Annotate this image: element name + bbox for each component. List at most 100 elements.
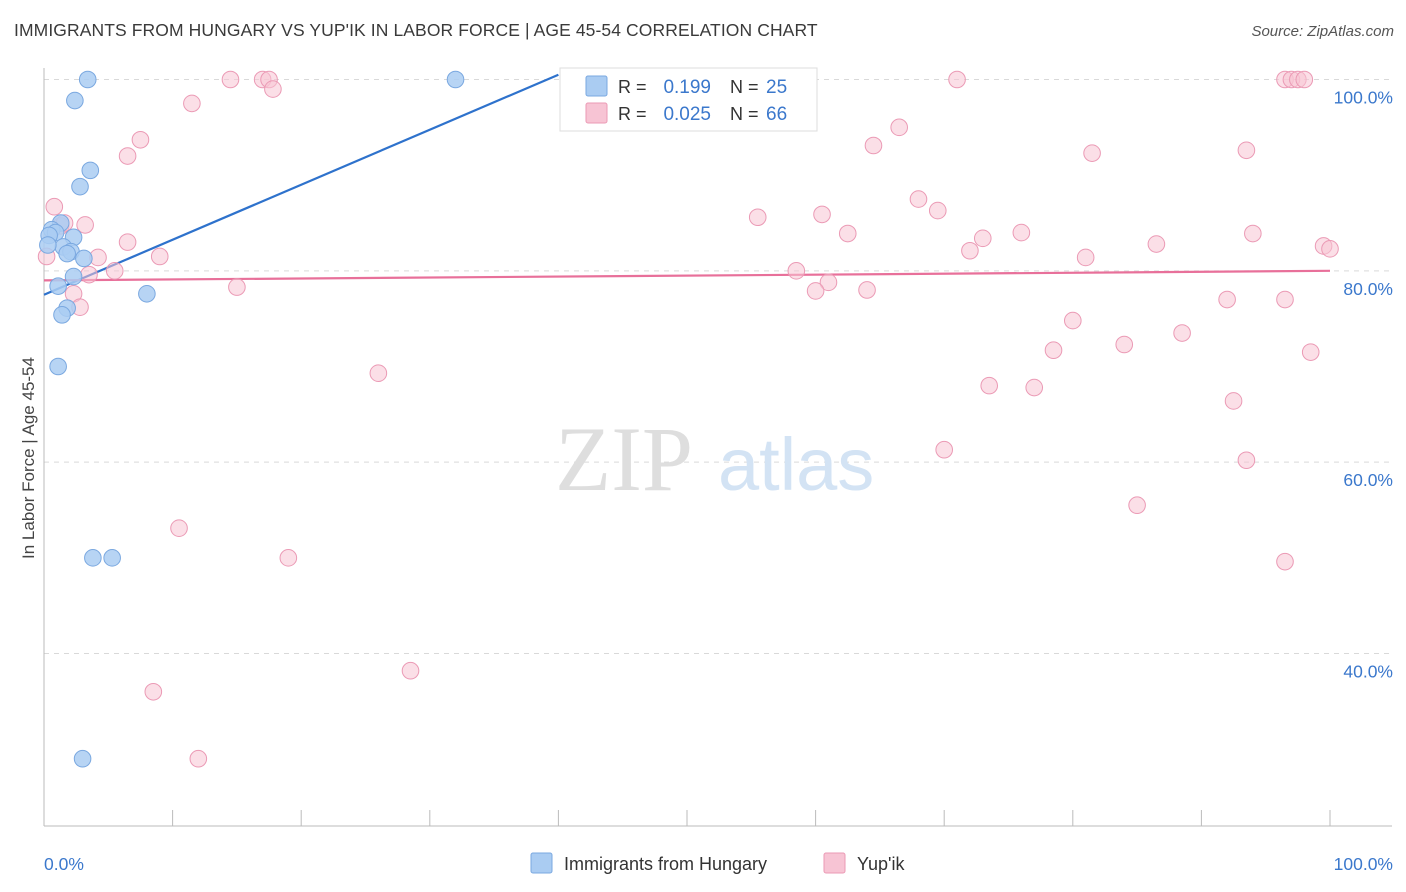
data-point-pink	[221, 70, 240, 89]
legend-r-label: R =	[618, 77, 647, 97]
data-point-pink	[748, 208, 767, 227]
data-point-pink	[935, 440, 954, 459]
data-point-pink	[228, 278, 246, 296]
grid-lines	[44, 79, 1392, 654]
bottom-legend-label: Yup'ik	[857, 854, 905, 874]
data-point-pink	[1237, 141, 1256, 160]
bottom-legend-swatch-blue	[530, 852, 553, 874]
data-point-pink	[948, 70, 966, 89]
trend-line-pink	[43, 269, 1331, 282]
trend-lines	[43, 73, 1331, 296]
data-point-pink	[183, 94, 201, 113]
data-point-blue	[58, 244, 76, 263]
data-point-pink	[1083, 144, 1101, 162]
data-point-blue	[49, 277, 67, 295]
data-point-pink	[45, 197, 64, 216]
y-tick-label: 60.0%	[1343, 470, 1393, 490]
data-point-pink	[928, 201, 947, 220]
data-point-blue	[49, 357, 67, 376]
data-point-pink	[961, 241, 979, 260]
legend-n-value: 25	[766, 77, 787, 98]
data-point-pink	[279, 549, 298, 567]
legend-swatch-blue	[585, 75, 608, 97]
data-point-pink	[105, 262, 124, 280]
data-point-pink	[806, 282, 825, 300]
bottom-legend-label: Immigrants from Hungary	[564, 854, 767, 874]
legend-n-label: N =	[730, 104, 759, 124]
data-point-pink	[150, 247, 169, 266]
data-point-blue	[138, 284, 156, 303]
data-point-pink	[858, 281, 876, 299]
y-tick-label: 100.0%	[1334, 88, 1393, 108]
data-point-pink	[1044, 341, 1063, 360]
data-point-pink	[1276, 290, 1294, 309]
data-point-blue	[78, 70, 97, 89]
watermark-atlas: atlas	[718, 423, 874, 506]
data-point-blue	[39, 236, 57, 254]
y-axis-title: In Labor Force | Age 45-54	[19, 357, 38, 559]
data-point-pink	[1237, 451, 1256, 470]
x-tick-label: 100.0%	[1334, 854, 1393, 874]
data-point-pink	[1012, 223, 1031, 242]
legend: R = 0.199 N = 25 R = 0.025 N = 66	[559, 67, 818, 132]
data-point-blue	[446, 70, 465, 89]
data-point-pink	[890, 118, 908, 137]
data-point-blue	[73, 749, 92, 768]
data-point-blue	[66, 91, 84, 110]
data-point-pink	[144, 682, 163, 701]
data-point-pink	[118, 147, 137, 165]
data-point-pink	[973, 229, 992, 248]
data-point-pink	[76, 216, 94, 234]
data-point-blue	[53, 306, 71, 324]
trend-line-blue	[43, 73, 559, 296]
data-point-pink	[1076, 248, 1095, 267]
y-axis-label: In Labor Force | Age 45-54	[19, 357, 38, 559]
data-point-pink	[819, 273, 838, 292]
data-point-pink	[1115, 335, 1134, 354]
data-point-pink	[813, 205, 831, 224]
data-point-pink	[1025, 378, 1044, 397]
data-point-pink	[1244, 224, 1262, 243]
data-point-pink	[980, 376, 999, 395]
data-point-pink	[1064, 311, 1082, 330]
axes	[43, 68, 1392, 827]
data-point-pink	[170, 519, 188, 537]
data-point-pink	[369, 364, 388, 382]
y-tick-label: 40.0%	[1343, 662, 1393, 682]
data-point-pink	[838, 224, 857, 243]
data-point-pink	[1295, 70, 1314, 89]
data-point-pink	[909, 190, 928, 208]
watermark-zip: ZIP	[555, 408, 693, 510]
data-point-pink	[401, 661, 420, 680]
data-point-pink	[1147, 235, 1166, 253]
data-point-pink	[1224, 392, 1243, 410]
data-point-blue	[75, 249, 93, 268]
legend-r-value: 0.199	[663, 77, 711, 98]
bottom-legend-swatch-pink	[823, 852, 846, 874]
data-point-pink	[1276, 552, 1294, 571]
legend-swatch-pink	[585, 102, 608, 124]
data-point-blue	[71, 177, 89, 196]
data-point-pink	[189, 749, 208, 768]
y-tick-label: 80.0%	[1343, 279, 1393, 299]
data-point-blue	[81, 161, 100, 180]
legend-r-value: 0.025	[663, 104, 711, 125]
x-tick-labels: 0.0% 100.0%	[44, 854, 1393, 874]
data-point-pink	[864, 136, 883, 155]
watermark: ZIP atlas	[555, 408, 874, 510]
data-point-pink	[1173, 324, 1191, 342]
data-point-blue	[64, 267, 83, 286]
data-point-pink	[1128, 496, 1146, 515]
source-label: Source: ZipAtlas.com	[1251, 23, 1394, 40]
data-point-pink	[1218, 290, 1236, 309]
data-point-pink	[264, 80, 282, 98]
data-point-pink	[787, 262, 806, 280]
y-tick-labels: 40.0% 60.0% 80.0% 100.0%	[1334, 88, 1393, 682]
legend-r-label: R =	[618, 104, 647, 124]
chart-title: IMMIGRANTS FROM HUNGARY VS YUP'IK IN LAB…	[14, 20, 818, 40]
data-point-pink	[1301, 343, 1320, 361]
data-points	[37, 70, 1339, 768]
legend-n-value: 66	[766, 104, 787, 125]
x-tick-label: 0.0%	[44, 854, 84, 874]
